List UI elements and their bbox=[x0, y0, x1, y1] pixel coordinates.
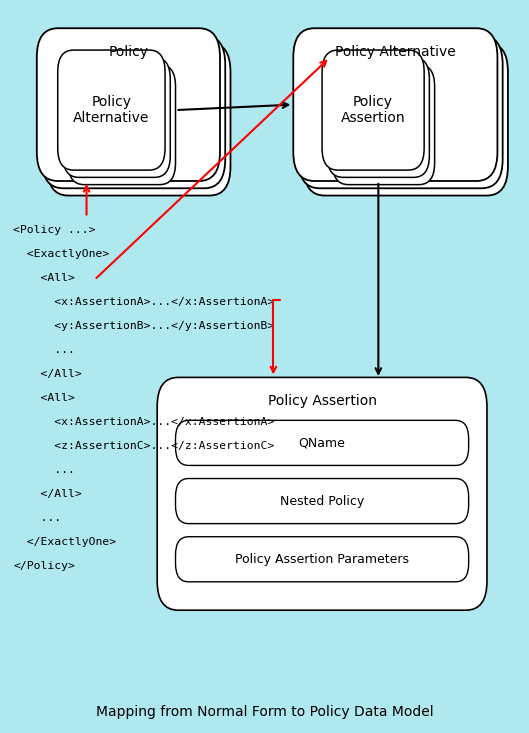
FancyBboxPatch shape bbox=[68, 65, 176, 185]
Text: <Policy ...>: <Policy ...> bbox=[13, 224, 96, 235]
Text: ...: ... bbox=[13, 512, 61, 523]
FancyBboxPatch shape bbox=[327, 57, 430, 177]
Text: </All>: </All> bbox=[13, 489, 82, 498]
FancyBboxPatch shape bbox=[176, 537, 469, 582]
Text: <All>: <All> bbox=[13, 273, 75, 283]
Text: <ExactlyOne>: <ExactlyOne> bbox=[13, 248, 110, 259]
Text: </Policy>: </Policy> bbox=[13, 561, 75, 571]
Text: Policy
Assertion: Policy Assertion bbox=[341, 95, 405, 125]
FancyBboxPatch shape bbox=[157, 377, 487, 610]
FancyBboxPatch shape bbox=[176, 420, 469, 465]
Text: <All>: <All> bbox=[13, 393, 75, 402]
FancyBboxPatch shape bbox=[37, 29, 220, 181]
Text: Policy: Policy bbox=[108, 45, 149, 59]
Text: Policy Assertion: Policy Assertion bbox=[268, 394, 377, 408]
FancyBboxPatch shape bbox=[298, 35, 503, 188]
FancyBboxPatch shape bbox=[333, 65, 435, 185]
Text: Policy Assertion Parameters: Policy Assertion Parameters bbox=[235, 553, 409, 566]
Text: Policy Alternative: Policy Alternative bbox=[335, 45, 456, 59]
FancyBboxPatch shape bbox=[293, 29, 497, 181]
Text: Policy
Alternative: Policy Alternative bbox=[73, 95, 150, 125]
FancyBboxPatch shape bbox=[47, 43, 231, 196]
FancyBboxPatch shape bbox=[176, 479, 469, 523]
Text: ...: ... bbox=[13, 465, 75, 475]
Text: Mapping from Normal Form to Policy Data Model: Mapping from Normal Form to Policy Data … bbox=[96, 705, 433, 719]
Text: <x:AssertionA>...</x:AssertionA>: <x:AssertionA>...</x:AssertionA> bbox=[13, 416, 275, 427]
Text: Nested Policy: Nested Policy bbox=[280, 495, 364, 507]
FancyBboxPatch shape bbox=[322, 50, 424, 170]
FancyBboxPatch shape bbox=[58, 50, 165, 170]
Text: <y:AssertionB>...</y:AssertionB>: <y:AssertionB>...</y:AssertionB> bbox=[13, 320, 275, 331]
Text: </ExactlyOne>: </ExactlyOne> bbox=[13, 537, 116, 547]
FancyBboxPatch shape bbox=[42, 35, 225, 188]
Text: <x:AssertionA>...</x:AssertionA>: <x:AssertionA>...</x:AssertionA> bbox=[13, 297, 275, 306]
FancyBboxPatch shape bbox=[304, 43, 508, 196]
Text: QName: QName bbox=[299, 436, 345, 449]
Text: </All>: </All> bbox=[13, 369, 82, 379]
Text: <z:AssertionC>...</z:AssertionC>: <z:AssertionC>...</z:AssertionC> bbox=[13, 441, 275, 451]
Text: ...: ... bbox=[13, 345, 75, 355]
FancyBboxPatch shape bbox=[63, 57, 170, 177]
